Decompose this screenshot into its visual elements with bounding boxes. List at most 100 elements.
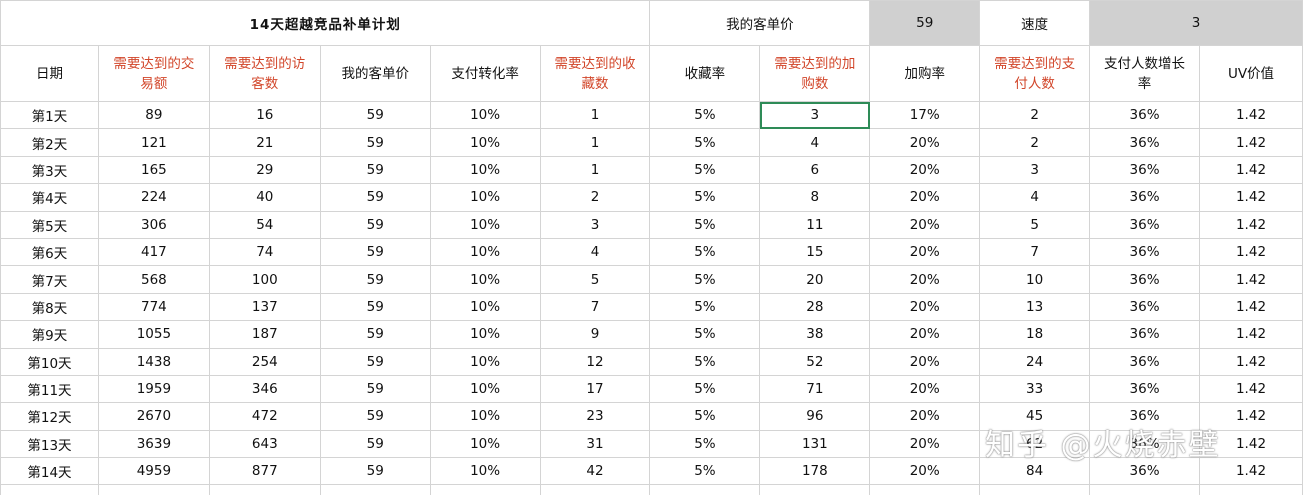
data-cell[interactable]: 20% [869,402,981,431]
data-cell[interactable]: 84 [979,457,1091,486]
data-cell[interactable]: 59 [319,155,431,185]
data-cell[interactable]: 36% [1089,128,1200,157]
data-cell[interactable]: 5% [649,292,761,322]
data-cell[interactable]: 5% [649,320,761,349]
data-cell[interactable]: 74 [208,237,321,267]
data-cell[interactable]: 187 [208,320,321,349]
data-cell[interactable]: 59 [319,429,431,459]
data-cell[interactable]: 20% [869,210,981,239]
data-cell[interactable]: 7 [979,237,1091,267]
speed-value-cell[interactable]: 3 [1089,0,1303,46]
data-cell[interactable]: 472 [208,402,321,431]
data-cell[interactable]: 17 [539,374,651,404]
selected-cell[interactable]: 3 [759,100,871,130]
data-cell[interactable]: 36% [1089,320,1200,349]
data-cell[interactable]: 59 [319,402,431,431]
data-cell[interactable]: 16 [208,100,321,130]
data-cell[interactable]: 5% [649,237,761,267]
data-cell[interactable]: 5% [649,265,761,294]
data-cell[interactable]: 7 [539,292,651,322]
data-cell[interactable]: 131 [759,429,871,459]
data-cell[interactable]: 2 [979,128,1091,157]
data-cell[interactable]: 1.42 [1199,100,1303,130]
column-header[interactable]: 需要达到的交易额 [97,45,210,102]
day-cell[interactable]: 第6天 [0,237,99,267]
data-cell[interactable]: 1.42 [1199,320,1303,349]
data-cell[interactable]: 1.42 [1199,183,1303,212]
data-cell[interactable]: 96 [759,402,871,431]
column-header[interactable]: 收藏率 [649,45,761,102]
data-cell[interactable]: 178 [759,457,871,486]
data-cell[interactable]: 2 [979,100,1091,130]
data-cell[interactable]: 100 [208,265,321,294]
data-cell[interactable]: 10% [429,320,541,349]
data-cell[interactable]: 1055 [97,320,210,349]
data-cell[interactable]: 5% [649,128,761,157]
data-cell[interactable]: 10% [429,210,541,239]
data-cell[interactable]: 59 [319,128,431,157]
data-cell[interactable]: 1.42 [1199,292,1303,322]
data-cell[interactable]: 13 [979,292,1091,322]
data-cell[interactable]: 1.42 [1199,347,1303,376]
data-cell[interactable]: 20% [869,320,981,349]
data-cell[interactable]: 36% [1089,374,1200,404]
data-cell[interactable]: 306 [97,210,210,239]
column-header[interactable]: 需要达到的加购数 [759,45,871,102]
data-cell[interactable]: 11 [759,210,871,239]
data-cell[interactable]: 1 [539,128,651,157]
data-cell[interactable]: 10% [429,100,541,130]
data-cell[interactable]: 24 [979,347,1091,376]
data-cell[interactable]: 36% [1089,183,1200,212]
data-cell[interactable]: 10% [429,292,541,322]
price-label-cell[interactable]: 我的客单价 [649,0,871,46]
day-cell[interactable]: 第9天 [0,320,99,349]
data-cell[interactable]: 59 [319,374,431,404]
data-cell[interactable]: 121 [97,128,210,157]
data-cell[interactable]: 20% [869,347,981,376]
data-cell[interactable]: 71 [759,374,871,404]
data-cell[interactable]: 20% [869,292,981,322]
data-cell[interactable]: 20% [869,128,981,157]
data-cell[interactable]: 2670 [97,402,210,431]
data-cell[interactable]: 3639 [97,429,210,459]
data-cell[interactable]: 52 [759,347,871,376]
column-header[interactable]: 支付转化率 [429,45,541,102]
data-cell[interactable]: 45 [979,402,1091,431]
day-cell[interactable]: 第13天 [0,429,99,459]
data-cell[interactable]: 20% [869,457,981,486]
data-cell[interactable]: 10% [429,429,541,459]
data-cell[interactable]: 20% [869,183,981,212]
column-header[interactable]: 加购率 [869,45,981,102]
data-cell[interactable]: 5% [649,210,761,239]
data-cell[interactable]: 10% [429,457,541,486]
data-cell[interactable]: 10% [429,183,541,212]
data-cell[interactable]: 23 [539,402,651,431]
data-cell[interactable]: 417 [97,237,210,267]
data-cell[interactable]: 20 [759,265,871,294]
empty-cell[interactable] [429,484,541,496]
data-cell[interactable]: 137 [208,292,321,322]
data-cell[interactable]: 9 [539,320,651,349]
data-cell[interactable]: 28 [759,292,871,322]
data-cell[interactable]: 59 [319,457,431,486]
column-header[interactable]: 支付人数增长率 [1089,45,1200,102]
data-cell[interactable]: 36% [1089,292,1200,322]
data-cell[interactable]: 10% [429,402,541,431]
column-header[interactable]: 需要达到的支付人数 [979,45,1091,102]
empty-cell[interactable] [539,484,651,496]
sheet-title[interactable]: 14天超越竞品补单计划 [0,0,651,46]
data-cell[interactable]: 10% [429,237,541,267]
data-cell[interactable]: 1.42 [1199,374,1303,404]
data-cell[interactable]: 12 [539,347,651,376]
data-cell[interactable]: 4959 [97,457,210,486]
day-cell[interactable]: 第14天 [0,457,99,486]
data-cell[interactable]: 5% [649,402,761,431]
data-cell[interactable]: 2 [539,183,651,212]
data-cell[interactable]: 5% [649,347,761,376]
data-cell[interactable]: 5% [649,457,761,486]
day-cell[interactable]: 第4天 [0,183,99,212]
data-cell[interactable]: 1.42 [1199,155,1303,185]
data-cell[interactable]: 1.42 [1199,457,1303,486]
data-cell[interactable]: 33 [979,374,1091,404]
data-cell[interactable]: 59 [319,320,431,349]
